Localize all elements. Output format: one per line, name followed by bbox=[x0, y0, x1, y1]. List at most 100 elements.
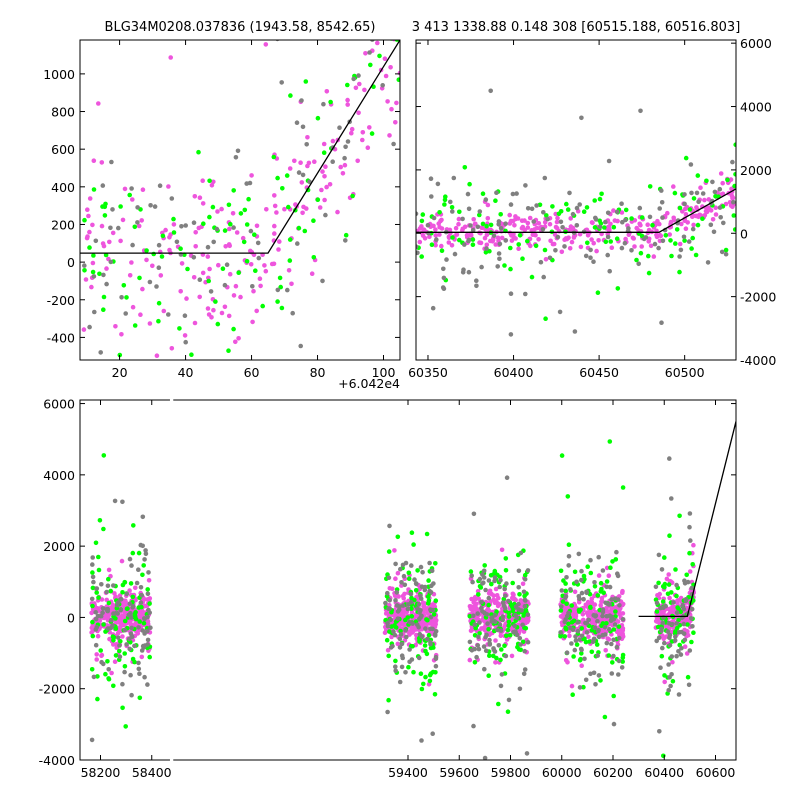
data-point-gray bbox=[570, 627, 576, 633]
data-point-gray bbox=[99, 582, 104, 587]
data-point-gray bbox=[323, 212, 328, 218]
data-point-green bbox=[96, 595, 101, 600]
data-point-green bbox=[443, 194, 448, 199]
data-point-gray bbox=[393, 598, 398, 603]
data-point-pink bbox=[233, 283, 239, 289]
data-point-gray bbox=[300, 124, 306, 130]
data-point-pink bbox=[197, 294, 202, 300]
data-point-green bbox=[603, 239, 609, 245]
data-point-pink bbox=[345, 97, 350, 103]
data-point-gray bbox=[730, 159, 735, 165]
data-point-gray bbox=[602, 624, 608, 630]
data-point-pink bbox=[385, 99, 390, 104]
data-point-gray bbox=[586, 617, 591, 623]
data-point-gray bbox=[426, 230, 431, 236]
data-point-green bbox=[499, 647, 504, 652]
data-point-green bbox=[542, 247, 548, 253]
data-point-gray bbox=[687, 524, 692, 530]
data-point-pink bbox=[492, 598, 498, 603]
data-point-gray bbox=[142, 674, 147, 680]
data-point-green bbox=[439, 248, 445, 253]
data-point-pink bbox=[623, 236, 628, 242]
data-point-pink bbox=[227, 271, 233, 277]
data-point-green bbox=[503, 568, 509, 573]
data-point-pink bbox=[289, 281, 294, 287]
data-point-gray bbox=[557, 309, 563, 315]
data-point-gray bbox=[674, 610, 680, 615]
data-point-gray bbox=[279, 80, 285, 85]
data-point-pink bbox=[478, 240, 484, 246]
data-point-green bbox=[502, 643, 507, 649]
data-point-gray bbox=[388, 645, 394, 650]
x-tick-label: 58200 bbox=[81, 765, 121, 780]
data-point-pink bbox=[338, 164, 344, 170]
y-tick-label: 4000 bbox=[740, 100, 772, 115]
data-point-pink bbox=[565, 660, 570, 665]
data-point-green bbox=[517, 592, 522, 597]
data-point-pink bbox=[525, 220, 531, 226]
data-point-pink bbox=[420, 600, 426, 605]
data-point-gray bbox=[145, 637, 151, 643]
data-point-gray bbox=[560, 225, 565, 230]
data-point-pink bbox=[671, 215, 676, 221]
data-point-green bbox=[368, 62, 373, 68]
data-point-gray bbox=[489, 619, 495, 624]
data-point-pink bbox=[632, 244, 637, 249]
data-point-gray bbox=[197, 277, 203, 283]
data-point-green bbox=[147, 601, 152, 606]
data-point-green bbox=[483, 250, 489, 255]
data-point-pink bbox=[551, 241, 557, 247]
data-point-pink bbox=[702, 197, 707, 203]
data-point-pink bbox=[219, 310, 225, 316]
data-point-pink bbox=[460, 226, 466, 232]
data-point-pink bbox=[486, 608, 492, 614]
data-point-gray bbox=[115, 635, 121, 640]
data-point-green bbox=[98, 648, 103, 653]
data-point-pink bbox=[216, 262, 221, 268]
data-point-pink bbox=[85, 207, 90, 212]
data-point-pink bbox=[236, 336, 241, 341]
data-point-gray bbox=[637, 205, 643, 211]
data-point-pink bbox=[258, 283, 263, 289]
data-point-gray bbox=[93, 627, 99, 632]
data-point-pink bbox=[168, 232, 173, 237]
data-point-gray bbox=[508, 291, 514, 297]
data-point-pink bbox=[421, 227, 427, 232]
data-point-green bbox=[423, 674, 428, 680]
data-point-green bbox=[480, 191, 486, 196]
data-point-gray bbox=[559, 588, 565, 593]
data-point-green bbox=[723, 247, 729, 253]
data-point-pink bbox=[127, 588, 132, 593]
data-point-pink bbox=[272, 203, 278, 209]
data-point-gray bbox=[485, 621, 490, 626]
data-point-green bbox=[691, 630, 696, 635]
data-point-pink bbox=[277, 239, 282, 244]
data-point-green bbox=[213, 299, 218, 304]
data-point-gray bbox=[466, 269, 472, 275]
data-point-green bbox=[449, 205, 455, 210]
data-point-green bbox=[733, 172, 736, 177]
data-point-gray bbox=[708, 222, 714, 228]
data-point-green bbox=[565, 494, 571, 499]
data-point-pink bbox=[509, 653, 515, 659]
data-point-pink bbox=[86, 213, 91, 219]
data-point-gray bbox=[398, 632, 404, 637]
data-point-pink bbox=[525, 225, 531, 230]
data-point-green bbox=[480, 221, 486, 227]
data-point-gray bbox=[606, 158, 612, 164]
data-point-green bbox=[159, 254, 165, 259]
data-point-gray bbox=[477, 209, 483, 214]
data-point-green bbox=[595, 593, 601, 598]
data-point-green bbox=[413, 588, 419, 593]
data-point-green bbox=[566, 542, 572, 547]
data-point-green bbox=[386, 653, 392, 659]
data-point-pink bbox=[301, 204, 306, 210]
data-point-green bbox=[592, 198, 597, 203]
data-point-pink bbox=[87, 229, 92, 235]
data-point-pink bbox=[448, 230, 453, 236]
data-point-pink bbox=[648, 243, 654, 249]
data-point-green bbox=[121, 283, 127, 288]
data-point-gray bbox=[224, 262, 230, 268]
data-point-green bbox=[487, 653, 492, 658]
data-point-pink bbox=[496, 602, 502, 607]
